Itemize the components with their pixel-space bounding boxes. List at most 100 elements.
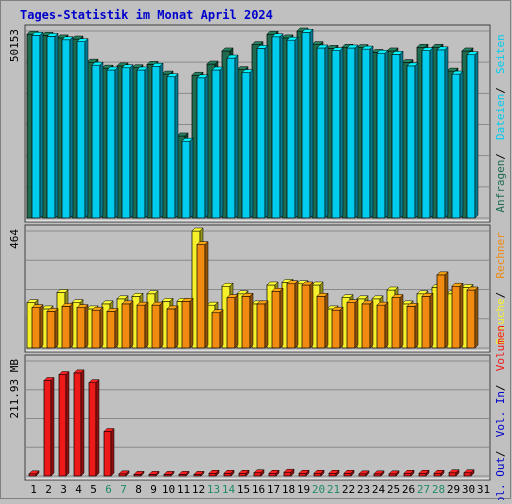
bar-face (151, 65, 161, 219)
bar-side (399, 293, 404, 349)
bar-face (166, 308, 176, 349)
bar-side (309, 281, 314, 349)
bar-side (249, 68, 254, 219)
bar (376, 301, 389, 349)
bar-face (451, 73, 461, 219)
bar-side (39, 304, 44, 349)
x-tick-label: 30 (462, 483, 475, 496)
bar-side (260, 469, 265, 477)
chart-title: Tages-Statistik im Monat April 2024 (20, 8, 273, 22)
bar (448, 469, 460, 477)
bar-face (181, 301, 191, 349)
bar-side (219, 309, 224, 349)
bar (166, 305, 179, 349)
bar-side (414, 302, 419, 349)
bar (43, 376, 55, 477)
bar-face (121, 67, 131, 219)
bar-side (170, 470, 175, 477)
bar (316, 292, 329, 349)
bar (91, 306, 104, 349)
bar-face (373, 473, 382, 477)
bar-side (84, 38, 89, 219)
x-tick-label: 13 (207, 483, 220, 496)
bar-face (91, 309, 101, 349)
bar-face (136, 69, 146, 219)
bar-face (286, 39, 296, 219)
bar (391, 50, 404, 219)
bar (136, 66, 149, 219)
legend-volumen: Vol. Out / Vol. In / Volumen (494, 325, 507, 504)
x-tick-label: 24 (372, 483, 386, 496)
bar-side (354, 299, 359, 349)
bar-face (226, 297, 236, 349)
bar-face (211, 312, 221, 349)
bar-side (410, 469, 415, 477)
bar-side (249, 292, 254, 349)
bar-side (279, 33, 284, 219)
bar-face (316, 295, 326, 349)
bar (403, 469, 415, 477)
bar-side (125, 470, 130, 477)
bar-face (46, 311, 56, 349)
bar-side (455, 469, 460, 477)
bar (46, 307, 59, 349)
legend-label: Volumen (494, 325, 507, 371)
bar (118, 470, 130, 477)
bar-face (376, 304, 386, 349)
x-tick-label: 23 (357, 483, 370, 496)
bar (121, 300, 134, 349)
bar-face (151, 304, 161, 349)
bar-side (129, 64, 134, 219)
x-tick-label: 27 (417, 483, 430, 496)
bar-face (271, 290, 281, 349)
bar-face (406, 65, 416, 219)
bar (148, 470, 160, 477)
x-axis-labels: 1 2 3 4 5 6 7 8 9 10 11 12 13 14 15 16 17 18 19 20 21 22 23 24 2… (30, 483, 490, 496)
bar-side (339, 306, 344, 349)
bar-face (298, 472, 307, 477)
bar-face (436, 49, 446, 219)
bar-side (69, 36, 74, 219)
bar-side (110, 427, 115, 477)
bar (388, 470, 400, 477)
bar-side (380, 470, 385, 477)
legend-label: Anfragen (494, 160, 507, 213)
bar (463, 469, 475, 477)
bar-side (324, 292, 329, 349)
x-tick-label: 16 (252, 483, 265, 496)
bar (298, 469, 310, 477)
bar-face (466, 54, 476, 219)
x-tick-label: 26 (402, 483, 415, 496)
bar-side (294, 280, 299, 349)
bar (73, 369, 85, 477)
bar-face (286, 283, 296, 349)
legend-label: Vol. Out (494, 457, 507, 500)
bar-face (418, 472, 427, 477)
bar-side (144, 66, 149, 219)
bar-side (204, 74, 209, 219)
bar-side (369, 45, 374, 219)
bar-side (459, 70, 464, 219)
bar (391, 293, 404, 349)
bar-side (159, 301, 164, 349)
bar-side (470, 469, 475, 477)
bar (343, 469, 355, 477)
bar-side (444, 46, 449, 219)
bar (256, 300, 269, 349)
bar-side (245, 469, 250, 477)
chart-panels: 50153 464 211.93 MB (8, 24, 491, 481)
bar (163, 470, 175, 477)
x-tick-label: 28 (432, 483, 445, 496)
bar (406, 62, 419, 219)
bar-side (440, 469, 445, 477)
bar-side (35, 470, 40, 477)
bar (226, 293, 239, 349)
bar-face (421, 295, 431, 349)
bar (253, 469, 265, 477)
bar-side (365, 470, 370, 477)
bar (421, 46, 434, 219)
bar (76, 304, 89, 349)
x-tick-label: 29 (447, 483, 460, 496)
bar-side (354, 44, 359, 219)
bar-face (31, 34, 41, 219)
